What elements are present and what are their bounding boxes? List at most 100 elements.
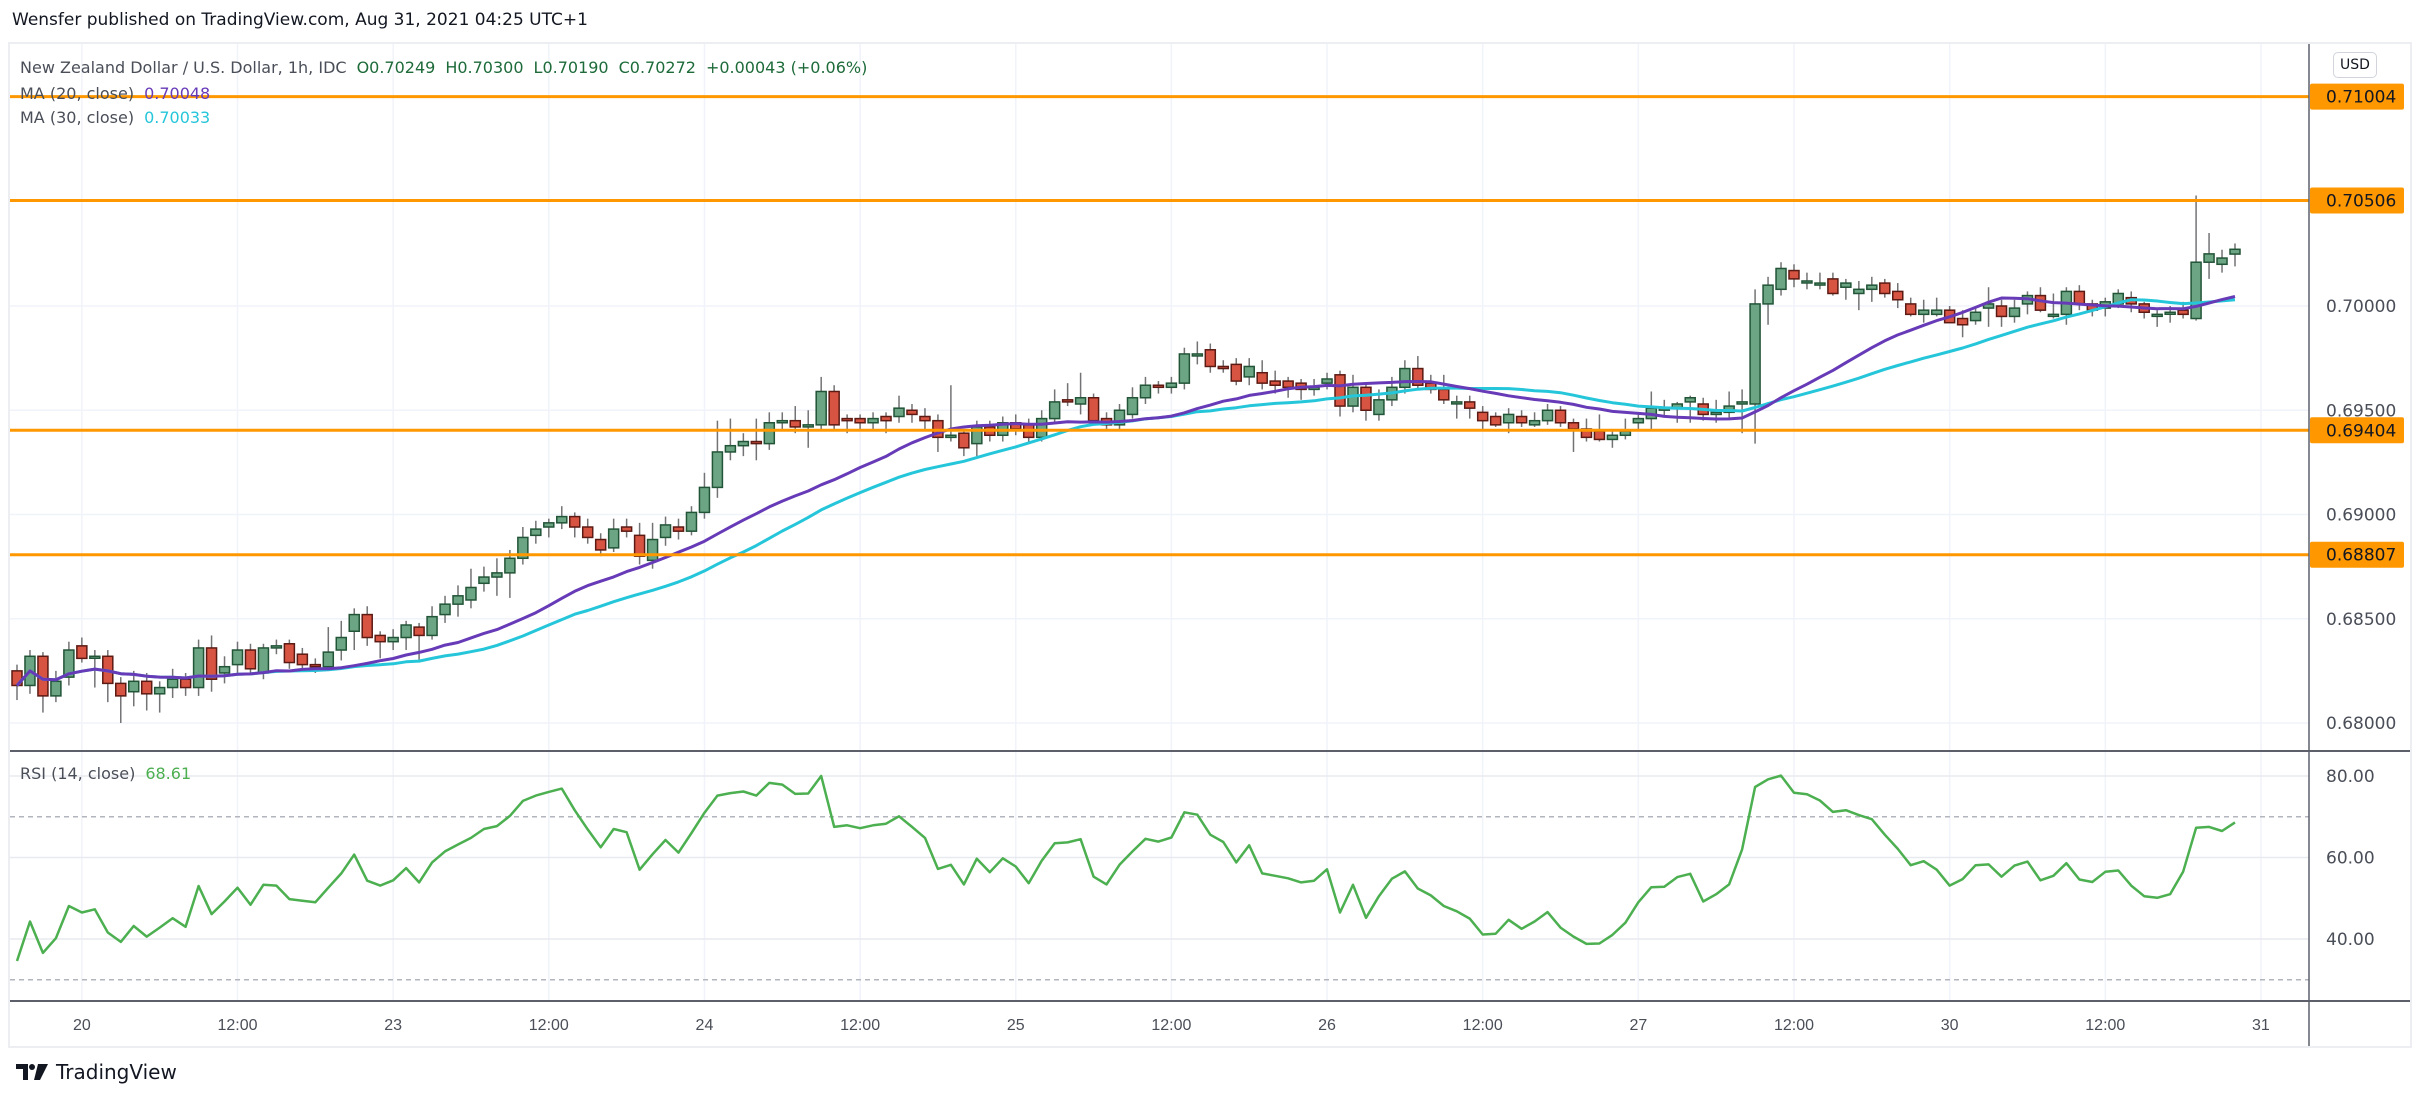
candle-up — [50, 680, 62, 697]
ma30-legend[interactable]: MA (30, close) 0.70033 — [20, 108, 220, 127]
candle-down — [880, 415, 892, 422]
candle-up — [63, 649, 75, 678]
candle-up — [556, 515, 568, 524]
candle-down — [179, 678, 192, 689]
candle-up — [1969, 311, 1982, 322]
candle-up — [543, 522, 555, 528]
symbol-title: New Zealand Dollar / U.S. Dollar, 1h, ID… — [20, 58, 347, 77]
candle-down — [672, 526, 685, 532]
level-price-label: 0.69404 — [2326, 421, 2396, 441]
candle-up — [1814, 282, 1826, 286]
candle-up — [1191, 353, 1204, 357]
ma30-value: 0.70033 — [144, 108, 211, 127]
candle-down — [1827, 278, 1839, 295]
candle-up — [1243, 365, 1255, 378]
ma20-line — [15, 295, 2236, 687]
rsi-value: 68.61 — [145, 764, 192, 783]
candle-up — [465, 586, 477, 601]
candle-down — [1567, 422, 1580, 430]
candle-up — [153, 686, 166, 695]
publisher-line: Wensfer published on TradingView.com, Au… — [12, 10, 588, 30]
change-value: +0.00043 (+0.06%) — [705, 58, 868, 77]
level-price-label: 0.68807 — [2326, 546, 2396, 566]
symbol-legend: New Zealand Dollar / U.S. Dollar, 1h, ID… — [20, 58, 877, 77]
candle-up — [1451, 401, 1463, 405]
candle-up — [504, 557, 516, 574]
price-axis-label: 0.68000 — [2326, 714, 2396, 734]
candle-up — [1541, 409, 1554, 422]
time-axis-label: 23 — [384, 1017, 402, 1034]
candle-up — [945, 434, 957, 439]
price-axis-label: 0.68500 — [2326, 610, 2396, 630]
price-axis-label: 0.69500 — [2326, 401, 2396, 421]
time-axis-label: 12:00 — [529, 1017, 569, 1034]
candle-up — [659, 524, 672, 539]
candle-up — [478, 576, 490, 585]
candle-down — [1956, 317, 1969, 326]
level-price-tag — [2310, 187, 2404, 214]
rsi-line — [15, 774, 2236, 962]
candle-up — [89, 655, 101, 660]
candle-up — [1178, 353, 1191, 384]
candle-down — [1892, 290, 1904, 301]
candle-up — [1035, 417, 1048, 439]
candle-down — [76, 645, 88, 660]
candle-down — [581, 526, 594, 539]
candle-up — [1840, 282, 1852, 288]
candle-up — [400, 624, 412, 639]
candle-up — [166, 678, 179, 689]
time-axis-label: 31 — [2252, 1017, 2270, 1034]
candle-down — [1152, 384, 1165, 389]
time-axis-label: 25 — [1007, 1017, 1025, 1034]
candle-up — [737, 440, 750, 447]
footer-brand[interactable]: TradingView — [16, 1060, 177, 1084]
candle-down — [244, 649, 257, 670]
candle-down — [115, 682, 127, 697]
candle-up — [1373, 399, 1385, 416]
candle-down — [1489, 415, 1502, 426]
candle-up — [1775, 267, 1787, 291]
level-price-tag — [2310, 417, 2404, 444]
candle-down — [1412, 367, 1424, 386]
candle-down — [1204, 349, 1217, 368]
candle-down — [1788, 269, 1800, 280]
candle-up — [711, 451, 724, 489]
candle-up — [1853, 288, 1865, 295]
candle-up — [2008, 307, 2021, 318]
ma30-label: MA (30, close) — [20, 108, 135, 127]
rsi-legend[interactable]: RSI (14, close) 68.61 — [20, 764, 201, 783]
candle-up — [335, 636, 348, 651]
time-axis-label: 24 — [696, 1017, 714, 1034]
candle-down — [1476, 411, 1489, 422]
candle-up — [348, 613, 360, 633]
open-value: O0.70249 — [356, 58, 436, 77]
rsi-axis-label: 80.00 — [2326, 767, 2375, 787]
candle-down — [1269, 380, 1281, 386]
candle-down — [750, 440, 763, 445]
candle-down — [919, 415, 931, 422]
tradingview-logo-icon — [16, 1064, 48, 1080]
candle-up — [1684, 396, 1696, 403]
candle-up — [815, 390, 827, 426]
candle-up — [1749, 303, 1761, 405]
candle-down — [374, 634, 386, 643]
footer-brand-text: TradingView — [56, 1060, 177, 1084]
candle-down — [854, 417, 866, 424]
candle-up — [517, 536, 529, 560]
candle-down — [828, 390, 840, 426]
candle-down — [2034, 294, 2047, 311]
candle-down — [1087, 396, 1100, 422]
time-axis-label: 12:00 — [1774, 1017, 1814, 1034]
rsi-label: RSI (14, close) — [20, 764, 136, 783]
currency-badge[interactable]: USD — [2333, 52, 2377, 78]
candle-up — [1917, 309, 1930, 316]
candle-down — [361, 613, 373, 639]
candle-up — [867, 417, 879, 424]
candle-up — [893, 407, 905, 418]
candle-up — [322, 651, 335, 668]
candle-up — [2151, 313, 2163, 318]
candle-up — [607, 528, 620, 549]
candle-up — [1866, 284, 1878, 291]
ma20-legend[interactable]: MA (20, close) 0.70048 — [20, 84, 220, 103]
